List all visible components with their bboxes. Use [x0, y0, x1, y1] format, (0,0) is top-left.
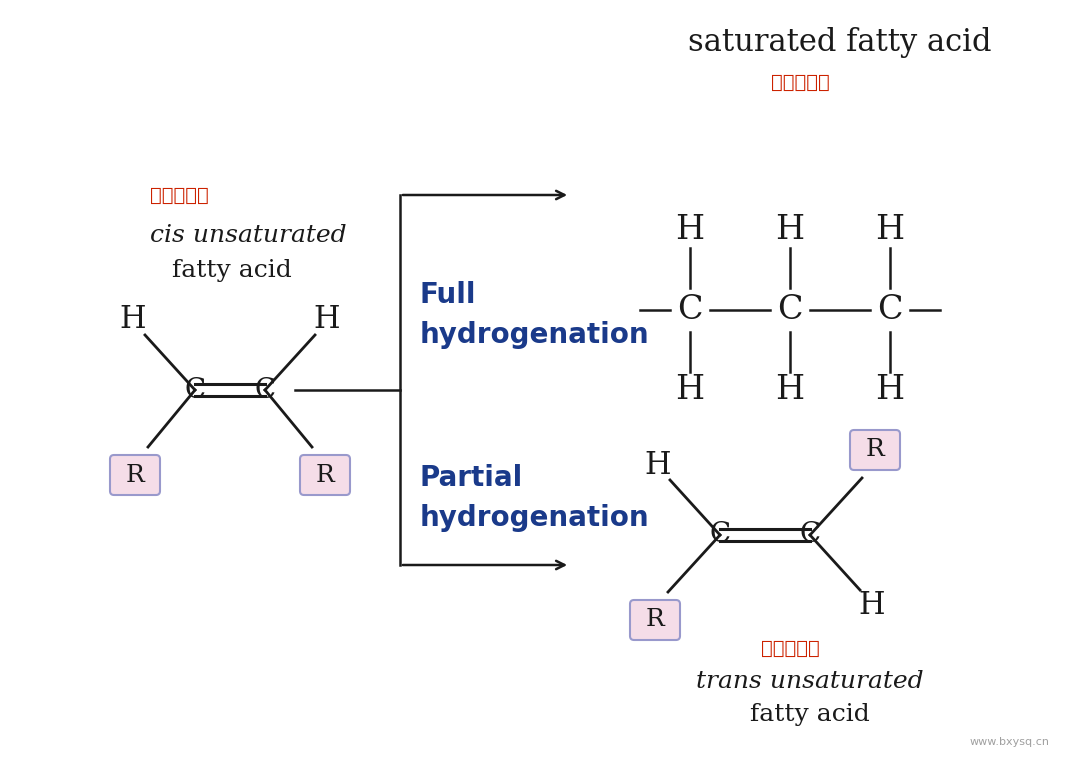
- Text: fatty acid: fatty acid: [751, 704, 869, 727]
- Text: hydrogenation: hydrogenation: [420, 321, 650, 349]
- FancyBboxPatch shape: [630, 600, 680, 640]
- Text: R: R: [125, 464, 145, 486]
- Text: C: C: [710, 521, 730, 549]
- Text: H: H: [314, 305, 340, 335]
- FancyBboxPatch shape: [110, 455, 160, 495]
- Text: 饱和脂肪酸: 饱和脂肪酸: [771, 72, 829, 91]
- Text: C: C: [677, 294, 703, 326]
- Text: C: C: [255, 376, 275, 404]
- Text: trans unsaturated: trans unsaturated: [697, 670, 923, 693]
- Text: C: C: [877, 294, 903, 326]
- Text: 顺式脂肪酸: 顺式脂肪酸: [150, 185, 208, 204]
- FancyBboxPatch shape: [300, 455, 350, 495]
- Text: H: H: [645, 449, 672, 480]
- Text: cis unsaturated: cis unsaturated: [150, 223, 347, 246]
- Text: H: H: [859, 590, 886, 620]
- Text: H: H: [675, 374, 704, 406]
- Text: H: H: [775, 214, 805, 246]
- Text: hydrogenation: hydrogenation: [420, 504, 650, 532]
- Text: saturated fatty acid: saturated fatty acid: [688, 27, 991, 58]
- FancyBboxPatch shape: [850, 430, 900, 470]
- Text: H: H: [876, 374, 905, 406]
- Text: R: R: [866, 439, 885, 461]
- Text: H: H: [876, 214, 905, 246]
- Text: C: C: [185, 376, 205, 404]
- Text: 反式脂肪酸: 反式脂肪酸: [760, 638, 820, 657]
- Text: Full: Full: [420, 281, 476, 309]
- Text: H: H: [775, 374, 805, 406]
- Text: Partial: Partial: [420, 464, 523, 492]
- Text: R: R: [646, 609, 664, 632]
- Text: H: H: [120, 305, 146, 335]
- Text: R: R: [315, 464, 335, 486]
- Text: H: H: [675, 214, 704, 246]
- Text: fatty acid: fatty acid: [172, 258, 292, 281]
- Text: C: C: [799, 521, 821, 549]
- Text: www.bxysq.cn: www.bxysq.cn: [970, 737, 1050, 747]
- Text: C: C: [778, 294, 802, 326]
